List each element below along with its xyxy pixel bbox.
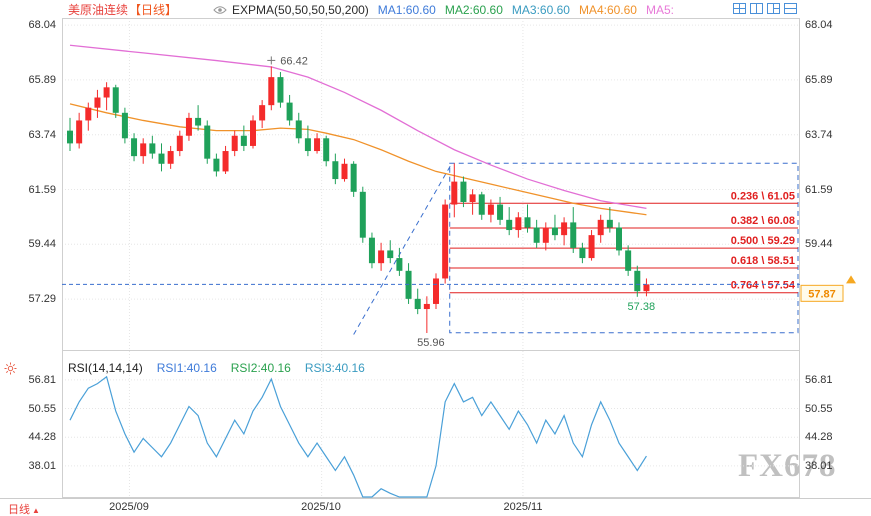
rsi3-value: RSI3:40.16: [304, 361, 365, 375]
svg-text:57.87: 57.87: [808, 288, 836, 300]
rsi-axis-label: 38.01: [805, 460, 833, 472]
time-axis-label: 2025/10: [301, 501, 341, 513]
svg-text:57.38: 57.38: [628, 301, 656, 313]
watermark: FX678: [738, 448, 837, 484]
price-axis-label: 59.44: [28, 238, 56, 250]
time-axis-bar: [0, 498, 871, 516]
ma2-value: MA2:60.60: [444, 2, 503, 17]
svg-text:0.236 \ 61.05: 0.236 \ 61.05: [731, 190, 795, 202]
price-axis-label: 68.04: [805, 19, 833, 31]
layout-two-column-icon[interactable]: [750, 3, 763, 14]
layout-two-row-icon[interactable]: [784, 3, 797, 14]
price-axis-label: 63.74: [805, 129, 833, 141]
layout-quad-icon[interactable]: [733, 3, 746, 14]
price-tag: [800, 284, 844, 302]
price-axis-label: 63.74: [28, 129, 56, 141]
time-axis-label: 2025/11: [503, 501, 543, 513]
price-annotations: 66.42 55.96 57.38: [267, 55, 655, 349]
ma3-value: MA3:60.60: [511, 2, 570, 17]
rsi-axis-label: 38.01: [28, 460, 56, 472]
rsi-indicator-label[interactable]: RSI(14,14,14): [68, 361, 143, 375]
rsi-axis-label: 50.55: [28, 403, 56, 415]
indicator-settings-icon[interactable]: [4, 362, 17, 378]
indicator-visibility-icon[interactable]: [213, 5, 227, 15]
ma-lines: [69, 44, 647, 216]
chart-header: 美原油连续 【日线】 EXPMA(50,50,50,50,200) MA1:60…: [68, 2, 674, 18]
symbol-name: 美原油连续: [68, 3, 129, 17]
time-axis-label: 2025/09: [109, 501, 149, 513]
price-axis-label: 61.59: [28, 184, 56, 196]
ma200-line: [69, 44, 647, 210]
rsi-axis-label: 56.81: [805, 374, 833, 386]
ma50-line: [69, 103, 647, 216]
svg-text:0.500 \ 59.29: 0.500 \ 59.29: [731, 235, 795, 247]
ma4-value: MA4:60.60: [578, 2, 637, 17]
svg-text:66.42: 66.42: [280, 55, 308, 67]
grid-lines: [62, 18, 800, 498]
svg-text:0.382 \ 60.08: 0.382 \ 60.08: [731, 215, 795, 227]
rsi1-value: RSI1:40.16: [156, 361, 217, 375]
period-up-arrow-icon: ▲: [32, 506, 40, 515]
fib-retracement: 0.236 \ 61.05 0.382 \ 60.08 0.500 \ 59.29 0…: [449, 190, 798, 294]
price-axis-label: 57.29: [28, 293, 56, 305]
rsi-line: [69, 375, 647, 498]
price-axis-label: 65.89: [28, 74, 56, 86]
alert-up-arrow-icon: [846, 275, 856, 284]
rsi2-value: RSI2:40.16: [230, 361, 291, 375]
price-axis-label: 59.44: [805, 238, 833, 250]
price-axis-label: 68.04: [28, 19, 56, 31]
chart-layout-buttons: [733, 3, 797, 14]
ma1-value: MA1:60.60: [377, 2, 436, 17]
footer-period-selector[interactable]: 日线 ▲: [8, 501, 40, 516]
svg-text:55.96: 55.96: [417, 337, 445, 349]
rsi-axis-label: 44.28: [28, 431, 56, 443]
price-axis-label: 65.89: [805, 74, 833, 86]
ma5-value: MA5:: [645, 2, 674, 17]
current-price-line: 57.87: [62, 275, 856, 302]
svg-text:0.764 \ 57.54: 0.764 \ 57.54: [731, 280, 796, 292]
indicator-label[interactable]: EXPMA(50,50,50,50,200): [232, 2, 369, 17]
panel-frames: [62, 18, 800, 498]
price-axis-label: 61.59: [805, 184, 833, 196]
candlestick-series: [67, 66, 650, 334]
rsi-axis-label: 56.81: [28, 374, 56, 386]
rsi-header: RSI(14,14,14) RSI1:40.16 RSI2:40.16 RSI3…: [68, 361, 365, 375]
rsi-axis-label: 50.55: [805, 403, 833, 415]
rsi-axis-label: 44.28: [805, 431, 833, 443]
layout-three-pane-icon[interactable]: [767, 3, 780, 14]
period-tag[interactable]: 【日线】: [129, 3, 178, 17]
svg-text:0.618 \ 58.51: 0.618 \ 58.51: [731, 255, 795, 267]
footer-period-label: 日线: [8, 504, 30, 516]
